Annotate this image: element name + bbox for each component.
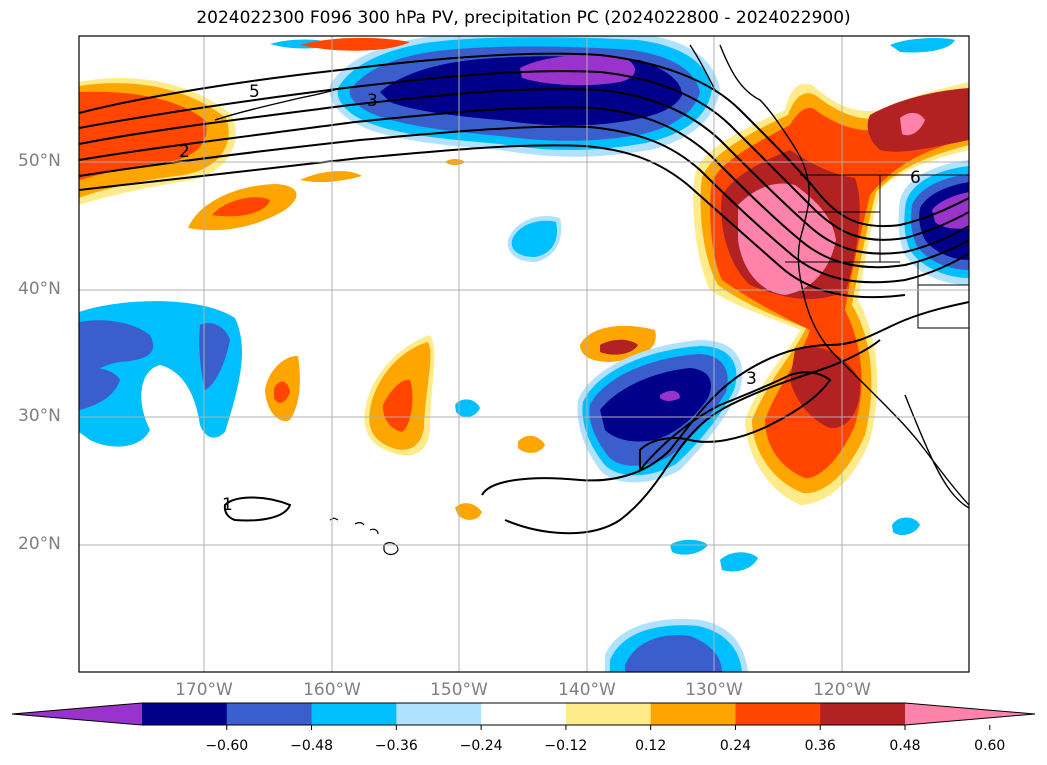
contour-label-6: 6 (910, 168, 921, 188)
contour-label-3-north: 3 (367, 91, 378, 111)
positive-anomaly-mid-pacific (265, 159, 656, 520)
colorbar-tick-label: −0.60 (205, 738, 249, 754)
colorbar-segment (565, 703, 652, 725)
contour-label-2: 2 (179, 142, 190, 162)
contour-labels: 5 3 2 6 3 1 (179, 82, 921, 515)
lon-label-160w: 160°W (303, 680, 361, 700)
colorbar-extend-low (12, 703, 142, 725)
colorbar (11, 702, 1036, 730)
positive-anomaly-northwest (79, 78, 236, 205)
colorbar-extend-high (905, 703, 1035, 725)
lat-label-50n: 50°N (18, 151, 61, 171)
negative-anomaly-subtropical (577, 340, 743, 483)
lat-label-40n: 40°N (18, 279, 61, 299)
colorbar-tick-label: −0.24 (459, 738, 503, 754)
map-frame (78, 35, 970, 673)
lon-label-130w: 130°W (685, 680, 743, 700)
negative-anomaly-pacific-northwest (898, 160, 969, 285)
contour-label-5: 5 (249, 82, 260, 102)
colorbar-outline (11, 702, 1036, 726)
lon-label-120w: 120°W (813, 680, 871, 700)
lat-label-30n: 30°N (18, 406, 61, 426)
colorbar-tick-label: 0.48 (889, 738, 921, 754)
colorbar-segment (311, 703, 397, 725)
colorbar-segment (820, 703, 906, 725)
lon-label-140w: 140°W (558, 680, 616, 700)
colorbar-segment (650, 703, 736, 725)
colorbar-segment (226, 703, 313, 725)
colorbar-tick-label: 0.24 (719, 738, 752, 754)
colorbar-tick-label: −0.12 (544, 738, 588, 754)
contour-label-3-south: 3 (746, 369, 757, 389)
pv-contours (79, 52, 969, 535)
hawaii-islands (329, 517, 399, 556)
lat-label-20n: 20°N (18, 534, 61, 554)
gridlines (79, 36, 969, 672)
contour-label-1: 1 (222, 495, 233, 515)
colorbar-tick-label: −0.36 (374, 738, 418, 754)
colorbar-segment (481, 703, 567, 725)
colorbar-tick-label: 0.60 (974, 738, 1006, 754)
lon-label-150w: 150°W (430, 680, 488, 700)
negative-anomaly-small-spots (455, 216, 920, 672)
colorbar-tick-label: 0.12 (635, 738, 667, 754)
colorbar-segment (735, 703, 821, 725)
positive-anomaly-small-1 (188, 171, 362, 231)
colorbar-tick-label: 0.36 (804, 738, 836, 754)
colorbar-segment (142, 703, 228, 725)
map-title: 2024022300 F096 300 hPa PV, precipitatio… (196, 8, 851, 28)
lon-label-170w: 170°W (175, 680, 233, 700)
colorbar-segment (396, 703, 482, 725)
negative-anomaly-west-pacific (79, 301, 242, 447)
colorbar-tick-label: −0.48 (290, 738, 333, 754)
